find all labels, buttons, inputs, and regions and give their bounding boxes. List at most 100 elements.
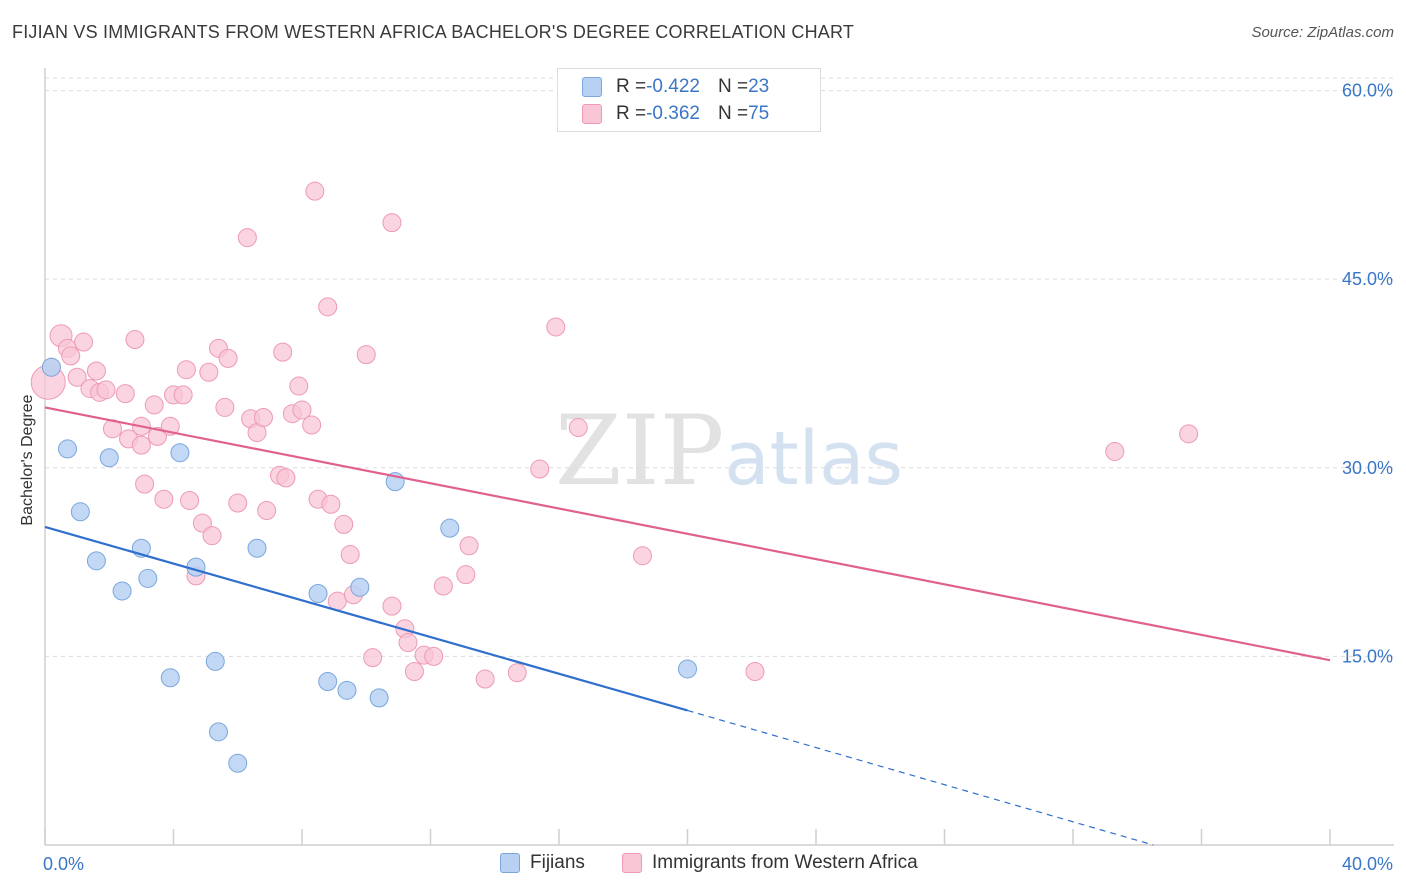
data-point-immigrants xyxy=(257,501,277,521)
data-point-immigrants xyxy=(173,385,193,405)
data-point-immigrants xyxy=(96,380,116,400)
data-point-immigrants xyxy=(340,545,360,565)
data-point-fijians xyxy=(318,672,338,692)
data-point-immigrants xyxy=(292,400,312,420)
legend-label-immigrants: Immigrants from Western Africa xyxy=(652,852,918,873)
immigrants-swatch xyxy=(582,104,602,124)
data-point-fijians xyxy=(57,439,77,459)
data-point-immigrants xyxy=(475,669,495,689)
stats-row-fijians: R = -0.422 N = 23 xyxy=(582,75,769,99)
data-point-immigrants xyxy=(228,493,248,513)
data-point-fijians xyxy=(440,518,460,538)
data-point-immigrants xyxy=(424,646,444,666)
data-point-fijians xyxy=(350,577,370,597)
data-point-immigrants xyxy=(176,360,196,380)
data-point-fijians xyxy=(160,668,180,688)
watermark: ZIPatlas xyxy=(555,395,903,507)
chart-title: FIJIAN VS IMMIGRANTS FROM WESTERN AFRICA… xyxy=(12,22,855,42)
data-point-immigrants xyxy=(199,362,219,382)
n-value: 75 xyxy=(748,103,770,124)
stats-legend: R = -0.422 N = 23 R = -0.362 N = 75 xyxy=(557,68,821,132)
data-point-fijians xyxy=(208,722,228,742)
data-point-fijians xyxy=(369,688,389,708)
data-point-immigrants xyxy=(305,181,325,201)
y-tick-label: 45.0% xyxy=(1342,269,1393,289)
data-point-fijians xyxy=(138,568,158,588)
y-tick-label: 60.0% xyxy=(1342,81,1393,101)
data-point-immigrants xyxy=(215,397,235,417)
data-point-immigrants xyxy=(131,435,151,455)
watermark-atlas: atlas xyxy=(724,416,904,502)
legend-item-immigrants[interactable]: Immigrants from Western Africa xyxy=(622,852,918,874)
data-point-fijians xyxy=(337,680,357,700)
data-point-immigrants xyxy=(144,395,164,415)
data-point-immigrants xyxy=(433,576,453,596)
data-point-immigrants xyxy=(382,596,402,616)
data-point-immigrants xyxy=(530,459,550,479)
trend-lines xyxy=(44,406,1331,846)
data-point-immigrants xyxy=(745,661,765,681)
data-point-immigrants xyxy=(546,317,566,337)
data-point-immigrants xyxy=(404,661,424,681)
data-point-immigrants xyxy=(253,407,273,427)
n-label: N = xyxy=(717,76,749,97)
data-point-immigrants xyxy=(1105,441,1125,461)
data-point-fijians xyxy=(112,581,132,601)
legend-item-fijians[interactable]: Fijians xyxy=(500,852,585,874)
r-label: R = xyxy=(616,103,647,124)
source-note: Source: ZipAtlas.com xyxy=(1251,24,1394,41)
data-point-immigrants xyxy=(568,418,588,438)
watermark-zip: ZIP xyxy=(555,395,725,507)
data-point-immigrants xyxy=(1179,424,1199,444)
data-point-immigrants xyxy=(237,228,257,248)
data-point-fijians xyxy=(678,659,697,679)
data-point-fijians xyxy=(228,753,248,773)
immigrants-legend-swatch xyxy=(622,853,642,873)
data-point-immigrants xyxy=(633,546,653,566)
trend-line-fijians-extension xyxy=(687,709,1154,846)
data-point-immigrants xyxy=(363,648,383,668)
data-point-immigrants xyxy=(192,513,212,533)
data-point-fijians xyxy=(308,584,328,604)
series-legend: Fijians Immigrants from Western Africa xyxy=(0,852,1406,878)
data-point-immigrants xyxy=(334,514,354,534)
data-point-fijians xyxy=(205,651,225,671)
data-point-immigrants xyxy=(289,376,309,396)
legend-label-fijians: Fijians xyxy=(530,852,585,873)
stats-row-immigrants: R = -0.362 N = 75 xyxy=(582,102,769,126)
data-point-fijians xyxy=(247,538,267,558)
data-point-fijians xyxy=(70,502,90,522)
data-point-immigrants xyxy=(456,565,476,585)
y-tick-label: 15.0% xyxy=(1342,646,1393,666)
data-point-fijians xyxy=(86,551,106,571)
data-point-immigrants xyxy=(147,426,167,446)
axes xyxy=(44,68,1394,846)
x-tick-label: 0.0% xyxy=(43,854,84,874)
tick-labels: 15.0% 30.0% 45.0% 60.0% 0.0% 40.0% xyxy=(43,81,1393,874)
series-immigrants-western-africa xyxy=(30,181,1199,689)
fijians-swatch xyxy=(582,77,602,97)
data-point-immigrants xyxy=(218,348,238,368)
data-point-immigrants xyxy=(318,297,338,317)
data-point-immigrants xyxy=(507,663,527,683)
data-point-immigrants xyxy=(86,361,106,381)
data-point-immigrants xyxy=(135,474,155,494)
r-value: -0.422 xyxy=(646,76,700,97)
data-point-immigrants xyxy=(125,330,145,350)
data-point-immigrants xyxy=(459,536,479,556)
r-value: -0.362 xyxy=(646,103,700,124)
trend-line-fijians xyxy=(44,525,688,712)
data-point-immigrants xyxy=(382,213,402,233)
data-point-immigrants xyxy=(276,468,296,488)
fijians-legend-swatch xyxy=(500,853,520,873)
data-point-immigrants xyxy=(302,415,322,435)
r-label: R = xyxy=(616,76,647,97)
data-point-fijians xyxy=(170,443,190,463)
trend-line-immigrants xyxy=(44,406,1331,662)
data-point-immigrants xyxy=(154,489,174,509)
data-point-immigrants xyxy=(356,345,376,365)
data-point-immigrants xyxy=(180,490,200,510)
data-point-immigrants xyxy=(398,633,418,653)
n-label: N = xyxy=(717,103,749,124)
